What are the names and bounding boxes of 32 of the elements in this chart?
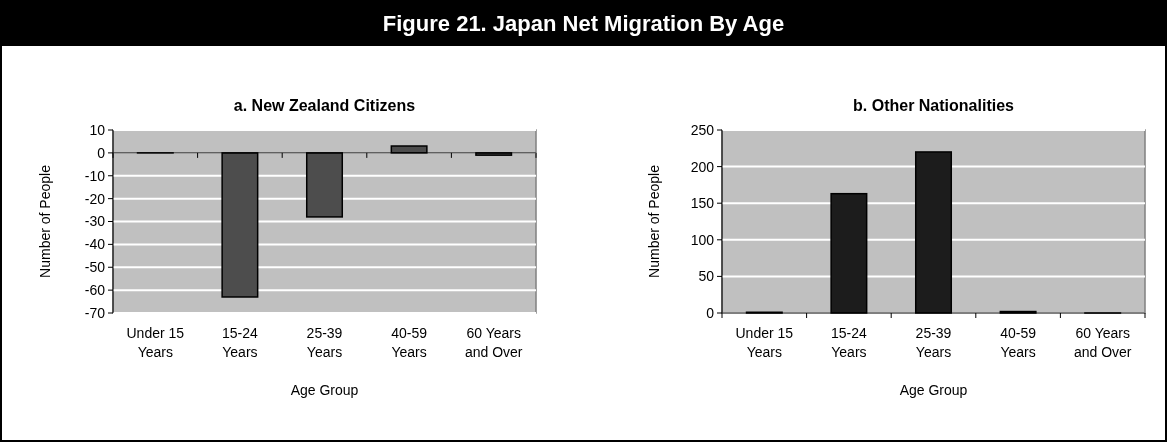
x-tick-label: 40-59 Years [391,325,428,360]
caption: Figure 21. Japan Net Migration By Age [382,11,785,36]
y-tick-label: -50 [84,259,106,276]
x-tick-label: 40-59 Years [1000,325,1037,360]
y-tick-label: 0 [706,304,715,321]
y-tick-label: 200 [690,158,715,175]
y-tick-label: 100 [690,231,715,248]
y-tick-label: -20 [84,190,106,207]
y-tick-label: -60 [84,282,106,299]
x-tick-label: 25-39 Years [915,325,952,360]
y-tick-label: 50 [698,268,715,285]
x-tick-label: 60 Years and Over [464,325,523,360]
x-tick-label: 60 Years and Over [1073,325,1132,360]
y-tick-label: -30 [84,213,106,230]
y-tick-label: 10 [89,121,106,138]
x-axis-title: Age Group [290,382,359,398]
y-tick-label: -70 [84,304,106,321]
chart-title: b. Other Nationalities [853,97,1015,114]
x-tick-label: 25-39 Years [306,325,343,360]
y-tick-label: 0 [97,144,106,161]
y-axis-title: Number of People [646,164,662,278]
chart-title: a. New Zealand Citizens [233,97,416,114]
y-tick-label: 250 [690,121,715,138]
y-axis-title: Number of People [37,164,53,278]
y-tick-label: -10 [84,167,106,184]
x-tick-label: Under 15 Years [126,325,185,360]
x-axis-title: Age Group [899,382,968,398]
y-tick-label: 150 [690,195,715,212]
x-tick-label: Under 15 Years [735,325,794,360]
x-tick-label: 15-24 Years [221,325,259,360]
x-tick-label: 15-24 Years [830,325,868,360]
y-tick-label: -40 [84,236,106,253]
